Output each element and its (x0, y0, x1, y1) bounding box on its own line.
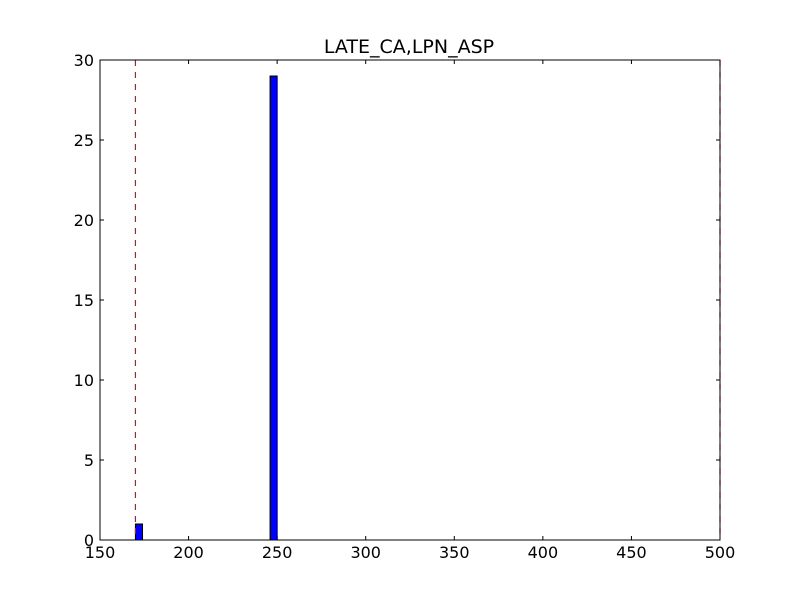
x-tick-label: 400 (528, 543, 559, 562)
plot-area (100, 60, 720, 540)
x-tick-label: 200 (173, 543, 204, 562)
x-tick-labels: 150 200 250 300 350 400 450 500 (85, 543, 736, 562)
y-tick-label: 20 (74, 211, 94, 230)
x-tick-label: 250 (262, 543, 293, 562)
y-tick-label: 5 (84, 451, 94, 470)
y-tick-label: 10 (74, 371, 94, 390)
x-tick-label: 350 (439, 543, 470, 562)
plot-frame (99, 59, 721, 541)
x-tick-label: 150 (85, 543, 116, 562)
x-tick-label: 500 (705, 543, 736, 562)
y-tick-label: 0 (84, 531, 94, 550)
y-tick-label: 30 (74, 51, 94, 70)
y-tick-label: 15 (74, 291, 94, 310)
histogram-bar (134, 523, 144, 541)
x-tick-label: 450 (616, 543, 647, 562)
chart-title: LATE_CA,LPN_ASP (324, 36, 494, 58)
y-tick-label: 25 (74, 131, 94, 150)
histogram-bar (269, 75, 278, 541)
y-tick-labels: 0 5 10 15 20 25 30 (74, 51, 94, 550)
x-tick-label: 300 (350, 543, 381, 562)
